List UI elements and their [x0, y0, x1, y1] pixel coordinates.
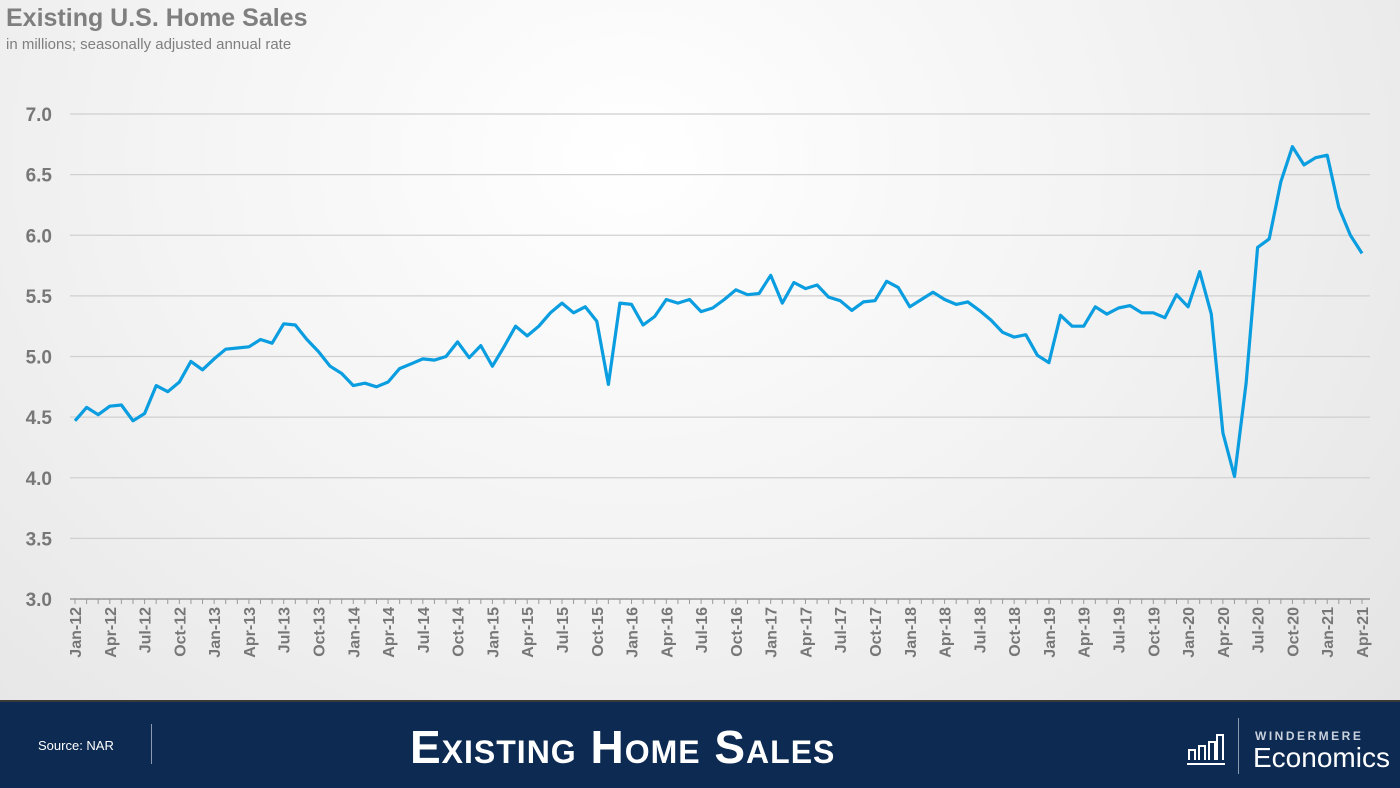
x-tick-label: Jan-18: [903, 607, 920, 658]
brand-name: WINDERMERE: [1255, 729, 1364, 743]
x-tick-label: Jul-19: [1112, 607, 1129, 653]
x-tick-label: Jul-16: [694, 607, 711, 653]
x-tick-label: Apr-20: [1216, 607, 1233, 658]
x-tick-label: Oct-12: [172, 607, 189, 657]
x-tick-label: Oct-14: [451, 607, 468, 657]
x-tick-label: Apr-19: [1077, 607, 1094, 658]
x-tick-label: Jan-21: [1320, 607, 1337, 658]
y-tick-label: 7.0: [26, 105, 52, 126]
divider: [1238, 718, 1239, 774]
x-tick-label: Oct-17: [868, 607, 885, 657]
x-tick-label: Oct-20: [1285, 607, 1302, 657]
x-tick-label: Jul-15: [555, 607, 572, 653]
x-tick-label: Jul-18: [972, 607, 989, 653]
series-line: [73, 145, 1364, 479]
x-tick-label: Oct-16: [729, 607, 746, 657]
x-tick-label: Jan-12: [68, 607, 85, 658]
y-tick-label: 4.0: [26, 469, 52, 490]
y-tick-label: 6.5: [26, 166, 53, 187]
x-tick-label: Jan-20: [1181, 607, 1198, 658]
source-label: Source: NAR: [38, 738, 114, 753]
y-tick-label: 4.5: [26, 408, 53, 429]
x-tick-label: Oct-15: [590, 607, 607, 657]
x-tick-label: Oct-18: [1007, 607, 1024, 657]
x-tick-label: Jan-15: [485, 607, 502, 658]
x-tick-label: Jan-19: [1042, 607, 1059, 658]
footer-bar: Source: NAR Existing Home Sales WINDERME…: [0, 700, 1400, 788]
x-tick-label: Apr-18: [938, 607, 955, 658]
x-tick-label: Jul-14: [416, 607, 433, 653]
divider: [151, 724, 152, 764]
x-tick-label: Jan-17: [764, 607, 781, 658]
chart-title: Existing U.S. Home Sales: [6, 4, 308, 32]
x-tick-label: Apr-16: [659, 607, 676, 658]
x-tick-label: Oct-19: [1146, 607, 1163, 657]
x-tick-label: Apr-21: [1355, 607, 1372, 658]
line-chart: 3.0 3.5 4.0 4.5 5.0 5.5 6.0 6.5 7.0 Jan-12 Apr-12…: [26, 105, 1372, 658]
x-tick-label: Apr-17: [798, 607, 815, 658]
x-tick-label: Jul-17: [833, 607, 850, 653]
y-tick-label: 6.0: [26, 226, 52, 247]
x-tick-label: Oct-13: [311, 607, 328, 657]
x-tick-label: Jan-13: [207, 607, 224, 658]
x-tick-label: Jan-16: [625, 607, 642, 658]
x-tick-label: Jul-20: [1251, 607, 1268, 653]
y-tick-label: 3.5: [26, 529, 53, 550]
bar-chart-icon: [1187, 734, 1225, 765]
x-tick-label: Jul-13: [277, 607, 294, 653]
x-tick-label: Jul-12: [138, 607, 155, 653]
x-tick-label: Apr-13: [242, 607, 259, 658]
chart-subtitle: in millions; seasonally adjusted annual …: [6, 36, 292, 53]
x-tick-label: Apr-15: [520, 607, 537, 658]
x-tick-label: Apr-12: [103, 607, 120, 658]
y-tick-label: 5.0: [26, 348, 52, 369]
brand-subtitle: Economics: [1253, 742, 1390, 773]
x-tick-label: Jan-14: [346, 607, 363, 658]
x-tick-label: Apr-14: [381, 607, 398, 658]
slide-title: Existing Home Sales: [410, 721, 836, 773]
y-tick-label: 3.0: [26, 590, 52, 611]
y-tick-label: 5.5: [26, 287, 53, 308]
